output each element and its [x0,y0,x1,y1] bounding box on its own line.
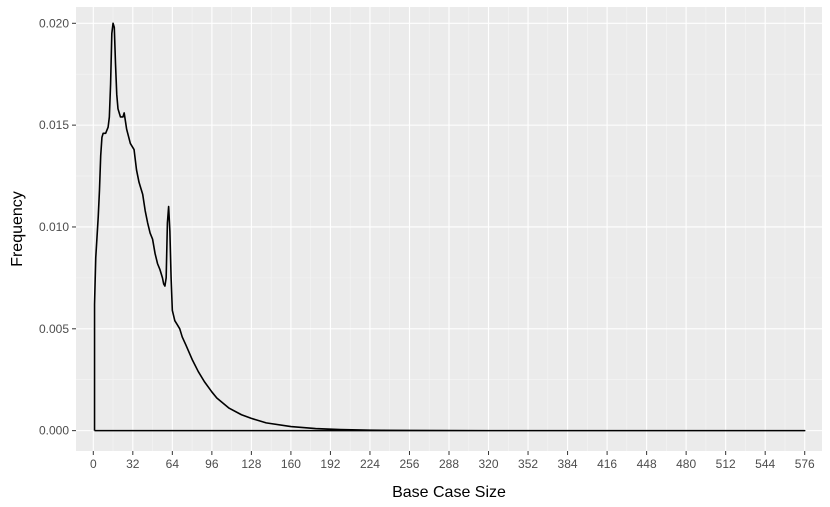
x-tick-label: 544 [755,457,775,471]
y-tick-label: 0.005 [39,322,69,336]
x-tick-label: 448 [637,457,657,471]
x-axis-ticks: 0 32 64 96 128 160 192 224 256 288 320 352 384 416 448… [90,451,815,471]
x-tick-label: 384 [558,457,578,471]
x-tick-label: 512 [716,457,736,471]
x-axis-title: Base Case Size [392,484,506,501]
y-axis-title: Frequency [9,191,26,267]
x-tick-label: 480 [676,457,696,471]
x-tick-label: 32 [126,457,140,471]
y-tick-label: 0.020 [39,16,69,30]
x-tick-label: 64 [166,457,180,471]
series-layer [93,22,806,432]
x-tick-label: 192 [320,457,340,471]
x-tick-label: 352 [518,457,538,471]
x-tick-label: 160 [281,457,301,471]
x-tick-label: 416 [597,457,617,471]
x-tick-label: 96 [205,457,219,471]
y-axis-ticks: 0.000 0.005 0.010 0.015 0.020 [39,16,76,438]
x-tick-label: 128 [241,457,261,471]
x-tick-label: 0 [90,457,97,471]
x-tick-label: 320 [479,457,499,471]
y-tick-label: 0.010 [39,220,69,234]
y-tick-label: 0.000 [39,424,69,438]
x-tick-label: 288 [439,457,459,471]
x-tick-label: 256 [399,457,419,471]
x-tick-label: 576 [795,457,815,471]
x-tick-label: 224 [360,457,380,471]
density-line [93,22,806,432]
y-tick-label: 0.015 [39,118,69,132]
